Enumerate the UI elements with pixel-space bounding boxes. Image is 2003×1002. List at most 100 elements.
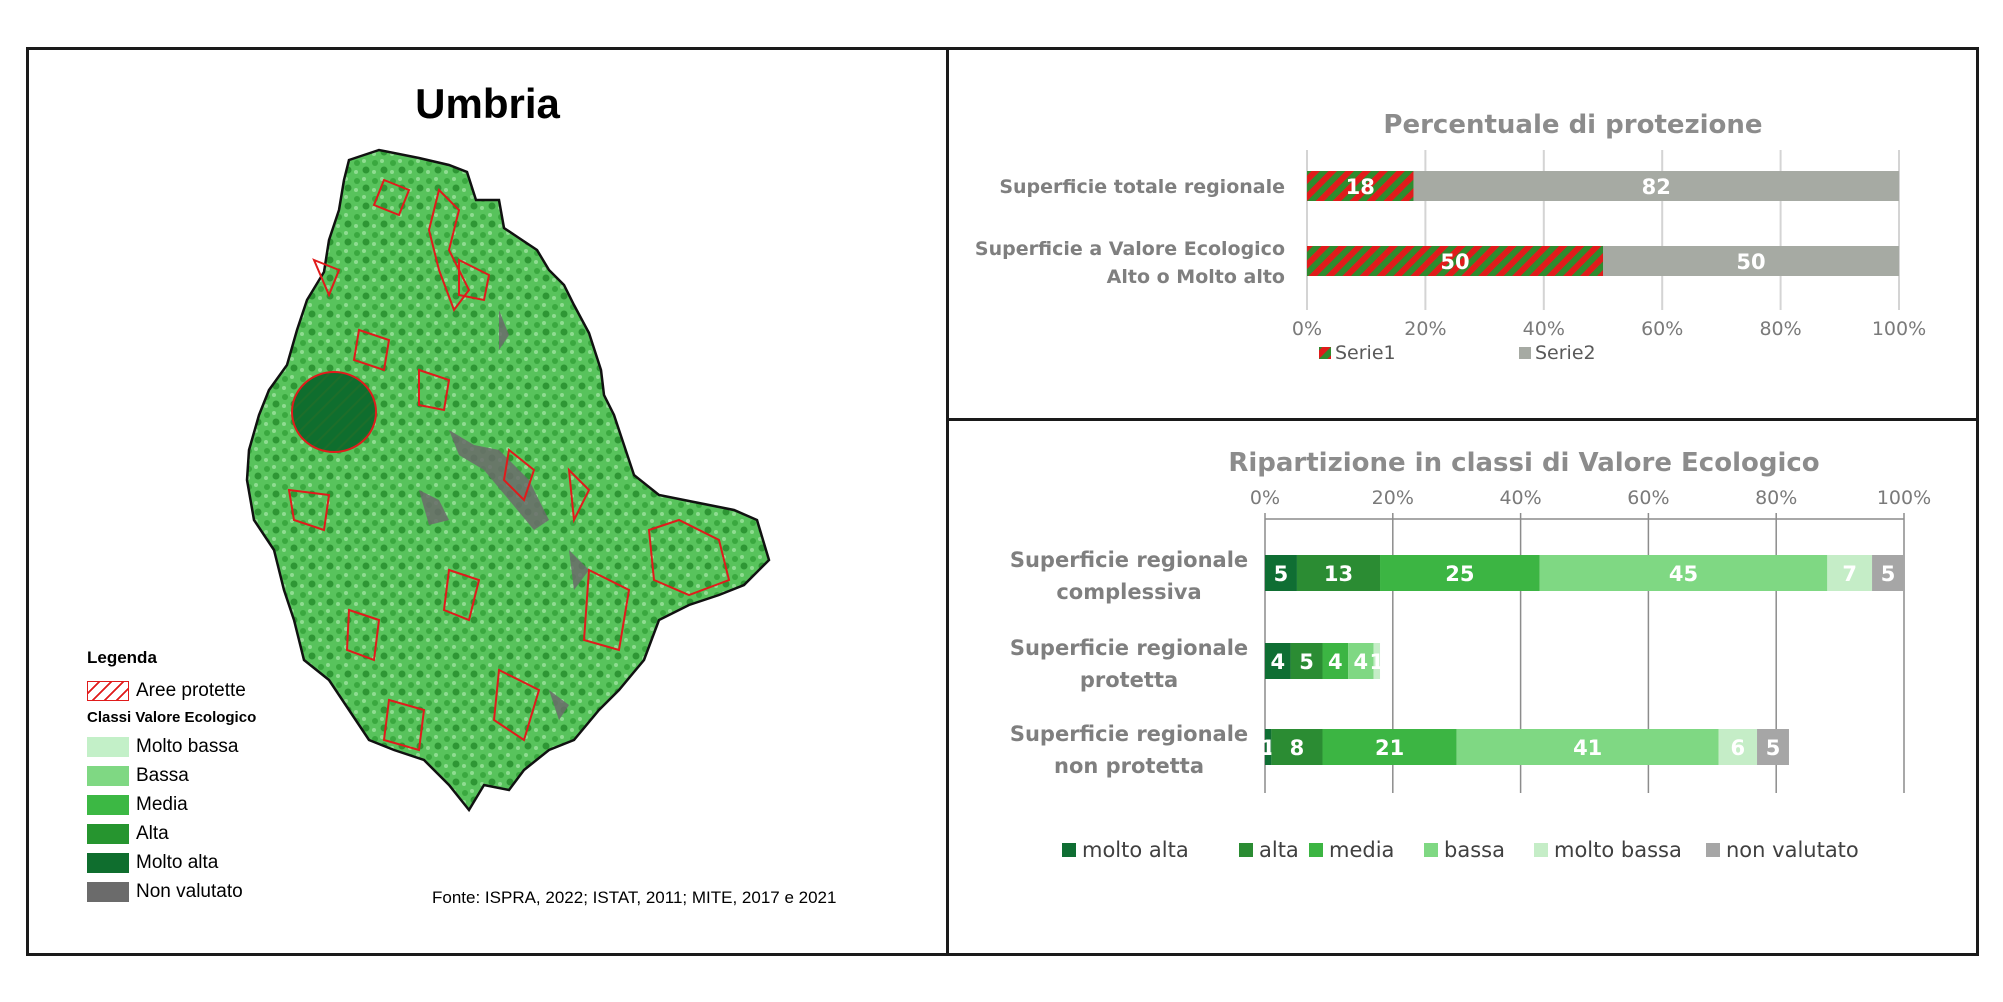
data-label: 4	[1328, 650, 1343, 674]
data-label: 13	[1324, 562, 1353, 586]
data-label: 21	[1375, 736, 1404, 760]
x-tick-label: 100%	[1877, 487, 1931, 509]
chart-ecological-value-classes: Ripartizione in classi di Valore Ecologi…	[1010, 448, 1931, 862]
x-tick-label: 60%	[1641, 318, 1683, 340]
bar-segment	[1290, 643, 1323, 679]
map-legend: Legenda Aree protette Classi Valore Ecol…	[87, 648, 256, 906]
data-label: 45	[1669, 562, 1698, 586]
legend-item-class: Media	[87, 790, 256, 819]
category-label: Superficie regionale protetta	[1010, 636, 1248, 692]
x-tick-label: 40%	[1499, 487, 1541, 509]
x-tick-label: 0%	[1292, 318, 1322, 340]
legend-classes-title: Classi Valore Ecologico	[87, 709, 257, 726]
x-tick-label: 20%	[1372, 487, 1414, 509]
figure-frame	[26, 47, 1979, 956]
legend-label: Non valutato	[136, 880, 243, 902]
legend-label: Alta	[136, 822, 169, 844]
chart-protection-percentage: Percentuale di protezione 0% 20% 40% 60% 80% 1…	[975, 110, 1926, 364]
legend-label: Serie1	[1335, 342, 1396, 364]
data-label: 5	[1274, 562, 1289, 586]
legend-swatch-icon	[1062, 843, 1076, 857]
data-label: 5	[1766, 736, 1781, 760]
category-label-line: protetta	[1080, 668, 1178, 692]
color-swatch-icon	[87, 765, 129, 786]
x-tick-label: 0%	[1250, 487, 1280, 509]
legend-label: Aree protette	[136, 679, 246, 701]
color-swatch-icon	[87, 881, 129, 902]
legend-label: Serie2	[1535, 342, 1596, 364]
panel-divider-vertical	[946, 47, 949, 956]
legend-item-class: Non valutato	[87, 877, 256, 906]
category-label-line: complessiva	[1056, 580, 1201, 604]
category-label-line: Superficie regionale	[1010, 722, 1248, 746]
color-swatch-icon	[87, 823, 129, 844]
category-label: Superficie totale regionale	[999, 176, 1285, 198]
legend-label: media	[1329, 838, 1394, 862]
x-tick-label: 80%	[1759, 318, 1801, 340]
bar-segment	[1322, 643, 1349, 679]
bar-segment	[1872, 555, 1904, 591]
bar-segment	[1718, 729, 1758, 765]
legend-swatch-icon	[1319, 347, 1331, 359]
legend-label: Bassa	[136, 764, 189, 786]
bar-segment	[1271, 729, 1323, 765]
data-label: 50	[1440, 250, 1469, 274]
umbria-map	[245, 148, 771, 813]
bar-segment	[1757, 729, 1789, 765]
legend-item-class: Molto bassa	[87, 732, 256, 761]
legend-label: bassa	[1444, 838, 1505, 862]
map-title: Umbria	[415, 80, 560, 127]
legend-label: Molto bassa	[136, 735, 239, 757]
legend-item-class: Bassa	[87, 761, 256, 790]
color-swatch-icon	[87, 736, 129, 757]
category-label: Superficie regionale complessiva	[1010, 548, 1248, 604]
legend-item-protected: Aree protette	[87, 676, 256, 705]
bar-segment	[1539, 555, 1828, 591]
bar-segment	[1307, 171, 1414, 201]
x-tick-label: 80%	[1755, 487, 1797, 509]
data-label: 25	[1445, 562, 1474, 586]
data-label: 6	[1731, 736, 1746, 760]
category-label-line: Superficie regionale	[1010, 548, 1248, 572]
bar-segment	[1265, 643, 1291, 679]
bar-segment	[1380, 555, 1540, 591]
legend-item-class: Alta	[87, 819, 256, 848]
chart-title: Percentuale di protezione	[1383, 110, 1762, 140]
bar-segment	[1265, 555, 1297, 591]
bar-segment	[1827, 555, 1873, 591]
legend-swatch-icon	[1534, 843, 1548, 857]
data-label: 41	[1573, 736, 1602, 760]
category-label-line: Superficie a Valore Ecologico	[975, 238, 1285, 260]
legend-item-class: Molto alta	[87, 848, 256, 877]
category-label-line: non protetta	[1054, 754, 1204, 778]
map-panel: Umbria Legenda Aree protette Classi Valo…	[29, 50, 946, 953]
source-note: Fonte: ISPRA, 2022; ISTAT, 2011; MITE, 2…	[432, 888, 837, 907]
category-label-line: Alto o Molto alto	[1107, 266, 1285, 288]
bar-segment	[1265, 729, 1272, 765]
data-label: 50	[1736, 250, 1765, 274]
category-label: Superficie a Valore Ecologico Alto o Molt…	[975, 238, 1285, 288]
category-label: Superficie regionale non protetta	[1010, 722, 1248, 778]
bar-segment	[1373, 643, 1381, 679]
bar-segment	[1307, 246, 1603, 276]
non-valued-areas	[419, 310, 589, 720]
x-tick-label: 60%	[1627, 487, 1669, 509]
legend-title: Legenda	[87, 648, 157, 667]
data-label: 82	[1642, 175, 1671, 199]
color-swatch-icon	[87, 794, 129, 815]
x-tick-label: 100%	[1872, 318, 1926, 340]
data-label: 4	[1270, 650, 1285, 674]
data-label: 5	[1299, 650, 1314, 674]
bar-segment	[1348, 643, 1374, 679]
data-label: 1	[1370, 650, 1385, 674]
bar-segment	[1603, 246, 1899, 276]
bar-segment	[1456, 729, 1719, 765]
legend-swatch-icon	[1309, 843, 1323, 857]
chart-title: Ripartizione in classi di Valore Ecologi…	[1228, 448, 1819, 478]
legend-label: Media	[136, 793, 188, 815]
data-label: 18	[1346, 175, 1375, 199]
legend-label: non valutato	[1726, 838, 1859, 862]
bar-segment	[1296, 555, 1381, 591]
data-label: 7	[1842, 562, 1857, 586]
category-label-line: Superficie regionale	[1010, 636, 1248, 660]
